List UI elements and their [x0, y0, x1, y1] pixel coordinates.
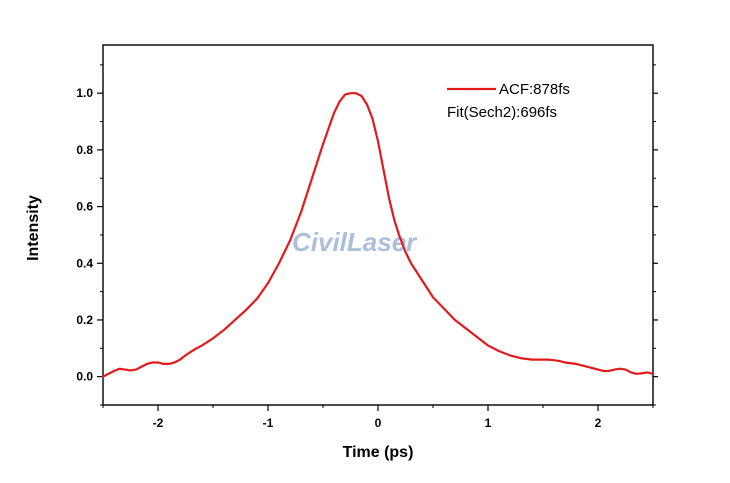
x-tick-label: 0: [375, 416, 382, 430]
watermark-text: CivilLaser: [292, 227, 418, 257]
y-tick-label: 0.4: [76, 256, 93, 270]
plot-frame: [102, 44, 654, 406]
x-axis-title: Time (ps): [343, 444, 414, 461]
series-line-0: [101, 92, 655, 378]
x-tick-label: 2: [595, 416, 602, 430]
y-tick-label: 0.8: [76, 143, 93, 157]
series-layer: [101, 92, 655, 378]
y-tick-label: 0.6: [76, 200, 93, 214]
y-tick-label: 0.0: [76, 370, 93, 384]
x-tick-label: 1: [485, 416, 492, 430]
axis-ticks: -2 -1 0 1 2 0.0 0.2 0.4 0.6 0.8 1.0: [76, 64, 658, 430]
legend-annotation-fit: Fit(Sech2):696fs: [447, 104, 557, 121]
x-tick-label: -2: [153, 416, 164, 430]
x-tick-label: -1: [263, 416, 274, 430]
legend-label-acf: ACF:878fs: [499, 81, 570, 98]
y-tick-label: 0.2: [76, 313, 93, 327]
legend: ACF:878fs Fit(Sech2):696fs: [447, 81, 570, 121]
y-tick-label: 1.0: [76, 86, 93, 100]
y-axis-title: Intensity: [25, 195, 42, 261]
